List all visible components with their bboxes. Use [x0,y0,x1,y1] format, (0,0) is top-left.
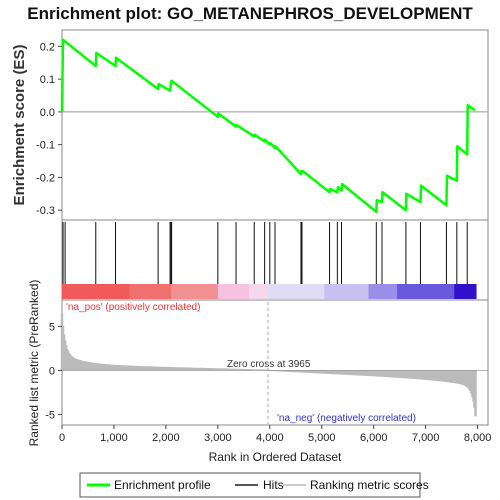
x-tick-label: 1,000 [100,432,128,444]
rank-color-bar [62,284,477,299]
rank-color-segment [249,284,269,299]
hit-marks [62,222,468,284]
es-y-tick-label: -0.2 [36,172,55,184]
x-axis-title: Rank in Ordered Dataset [209,450,342,464]
x-tick-label: 5,000 [308,432,336,444]
es-y-axis-title: Enrichment score (ES) [11,45,28,206]
chart-title: Enrichment plot: GO_METANEPHROS_DEVELOPM… [27,4,473,23]
rank-color-segment [368,284,398,299]
rank-y-tick-label: 5 [49,321,55,333]
rank-y-axis-title: Ranked list metric (PreRanked) [27,280,41,447]
es-y-tick-label: -0.1 [36,140,55,152]
rank-color-segment [267,284,325,299]
ranking-metric-bars [60,314,488,417]
zero-cross-label: Zero cross at 3965 [227,359,311,370]
x-tick-label: 4,000 [256,432,284,444]
x-tick-label: 6,000 [360,432,388,444]
x-tick-label: 7,000 [412,432,440,444]
es-y-tick-label: 0.2 [40,41,55,53]
legend-profile-label: Enrichment profile [114,478,211,492]
es-y-axis: 0.2 0.1 0.0 -0.1 -0.2 -0.3 [36,41,62,217]
rank-color-segment [62,284,131,299]
rank-y-tick-label: 0 [49,365,55,377]
x-axis: 0 1,000 2,000 3,000 4,000 5,000 6,000 7,000 8,00… [59,425,491,444]
rank-color-segment [129,284,172,299]
rank-color-segment [217,284,250,299]
es-y-tick-label: 0.0 [40,107,55,119]
rank-color-segment [324,284,370,299]
legend: Enrichment profile Hits Ranking metric s… [79,472,429,498]
es-y-tick-label: -0.3 [36,205,55,217]
x-tick-label: 8,000 [464,432,492,444]
rank-color-segment [454,284,477,299]
rank-panel-frame [61,299,489,426]
legend-hits-label: Hits [263,478,284,492]
x-tick-label: 0 [59,432,65,444]
enrichment-profile-line [60,38,476,214]
rank-y-tick-label: -5 [45,409,55,421]
rank-color-segment [171,284,219,299]
legend-metric-label: Ranking metric scores [310,478,429,492]
rank-y-axis: 5 0 -5 [45,321,62,421]
es-panel-frame [61,29,489,221]
es-y-tick-label: 0.1 [40,74,55,86]
x-tick-label: 3,000 [204,432,232,444]
x-tick-label: 2,000 [152,432,180,444]
neg-label: 'na_neg' (negatively correlated) [277,413,416,424]
pos-label: 'na_pos' (positively correlated) [66,302,200,313]
enrichment-profile-polyline [60,38,476,214]
ranking-metric-area [60,314,477,417]
rank-color-segment [397,284,455,299]
